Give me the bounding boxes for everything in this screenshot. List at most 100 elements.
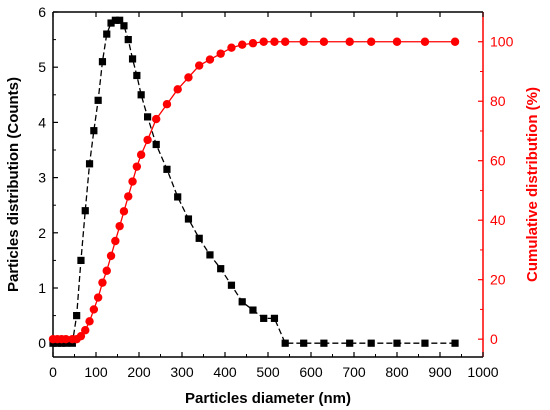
cumulative-point [106,251,116,261]
counts-point [133,71,141,80]
y-tick-label: 4 [38,114,46,130]
counts-point [227,281,236,289]
cumulative-point [248,39,258,48]
cumulative-point [195,61,204,70]
counts-point [103,30,111,38]
cumulative-point [450,37,460,46]
counts-point [137,91,145,99]
counts-point [124,36,132,44]
bottom-axis: 0 100 200 300 400 500 600 700 800 900 1000 [49,12,499,380]
cumulative-point [345,37,354,46]
counts-point [98,58,107,66]
y-tick-label: 0 [38,335,46,351]
cumulative-point [136,150,146,159]
left-axis-title: Particles distribution (Counts) [5,77,22,292]
counts-point [120,22,128,30]
counts-point [81,207,89,215]
right-axis-title: Cumulative distribution (%) [524,87,541,282]
cumulative-point [184,73,193,82]
plot-frame [52,11,484,358]
x-tick-label: 0 [49,364,57,380]
y2-tick-label: 80 [490,93,506,109]
cumulative-point [76,331,86,341]
counts-point [107,19,115,27]
counts-point [320,339,328,347]
counts-point [421,339,429,347]
counts-point [300,339,308,347]
counts-point [116,16,124,24]
left-axis: 0 1 2 3 4 5 6 [38,4,58,351]
counts-point [144,113,152,121]
counts-point [281,339,289,347]
cumulative-point [93,293,103,302]
x-tick-label: 700 [342,364,366,380]
y-tick-label: 6 [38,4,46,20]
cumulative-point [124,192,133,201]
cumulative-point [119,207,129,216]
x-tick-label: 300 [170,364,194,380]
cumulative-point [216,49,225,58]
counts-point [260,314,268,322]
y2-tick-label: 100 [490,34,514,50]
cumulative-point [367,37,376,46]
cumulative-point [115,221,124,231]
counts-point [111,16,119,24]
cumulative-point [85,317,94,326]
x-tick-label: 200 [127,364,151,380]
counts-point [270,314,279,322]
y-tick-label: 5 [38,59,46,75]
x-tick-label: 900 [428,364,452,380]
cumulative-point [89,305,99,314]
counts-point [367,339,375,347]
counts-point [451,339,459,347]
cumulative-point [299,37,308,46]
cumulative-point [162,99,172,109]
counts-point [238,298,246,306]
counts-series-line [53,19,456,344]
cumulative-point [259,37,268,46]
counts-point [94,96,102,104]
cumulative-point [173,85,182,94]
counts-point [184,215,193,223]
counts-point [174,193,182,201]
cumulative-point [270,37,279,46]
cumulative-point [238,40,247,49]
cumulative-point [152,114,161,124]
counts-point [206,251,214,259]
counts-point [73,312,81,320]
counts-point [346,339,354,347]
counts-point [195,234,203,242]
cumulative-point [98,278,107,287]
cumulative-point [102,266,111,275]
cumulative-point [319,37,329,46]
y2-tick-label: 0 [490,331,498,347]
cumulative-point [227,43,236,52]
x-tick-label: 100 [84,364,108,380]
y2-tick-label: 40 [490,212,506,228]
x-tick-label: 600 [299,364,323,380]
cumulative-point [392,37,402,46]
y2-tick-label: 60 [490,153,506,169]
x-tick-label: 1000 [467,364,498,380]
x-tick-label: 400 [213,364,237,380]
cumulative-point [205,55,215,64]
cumulative-point [81,326,90,335]
counts-point [152,140,160,149]
counts-point [163,165,171,173]
cumulative-point [132,162,142,171]
x-axis-title: Particles diameter (nm) [185,390,351,407]
x-tick-label: 800 [385,364,409,380]
series-layer [48,16,460,347]
counts-point [85,160,94,168]
cumulative-point [128,177,137,186]
cumulative-series-line [53,41,456,340]
y-tick-label: 1 [38,280,46,296]
right-axis: 0 20 40 60 80 100 [478,34,514,347]
y-tick-label: 2 [38,225,46,241]
counts-point [249,306,257,314]
x-tick-label: 500 [256,364,280,380]
cumulative-point [143,135,152,145]
counts-point [217,265,225,273]
cumulative-point [281,37,290,46]
